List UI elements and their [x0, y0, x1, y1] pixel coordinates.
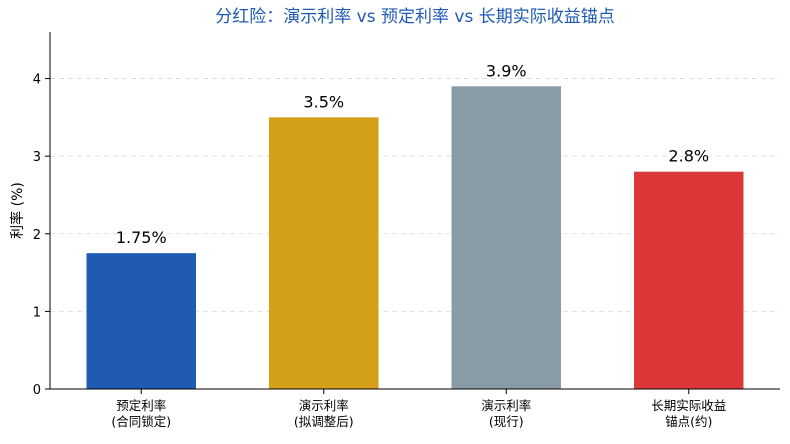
bar-2 [451, 86, 561, 390]
y-tick-label-1: 1 [33, 305, 41, 320]
x-tick-label-0-line-0: 预定利率 [116, 398, 166, 413]
y-tick-label-4: 4 [33, 73, 41, 88]
bar-value-label-0: 1.75% [116, 228, 167, 247]
x-tick-label-2-line-0: 演示利率 [481, 398, 531, 413]
chart-title: 分红险：演示利率 vs 预定利率 vs 长期实际收益锚点 [215, 7, 614, 27]
x-tick-label-0-line-1: (合同锁定) [111, 414, 171, 429]
y-tick-label-0: 0 [33, 383, 41, 398]
y-tick-label-2: 2 [33, 228, 41, 243]
x-tick-label-1-line-1: (拟调整后) [294, 414, 354, 429]
bar-3 [634, 171, 744, 389]
y-axis-label: 利率 (%) [9, 182, 26, 239]
bar-value-label-3: 2.8% [668, 147, 709, 166]
bar-0 [86, 253, 196, 389]
x-tick-label-3-line-0: 长期实际收益 [651, 398, 726, 413]
x-tick-label-1-line-0: 演示利率 [299, 398, 349, 413]
bar-value-label-2: 3.9% [486, 61, 527, 80]
x-tick-label-2-line-1: (现行) [489, 414, 524, 429]
y-tick-label-3: 3 [33, 150, 41, 165]
x-tick-label-3-line-1: 锚点(约) [665, 414, 712, 429]
bar-1 [269, 117, 379, 389]
bar-value-label-1: 3.5% [303, 92, 344, 111]
